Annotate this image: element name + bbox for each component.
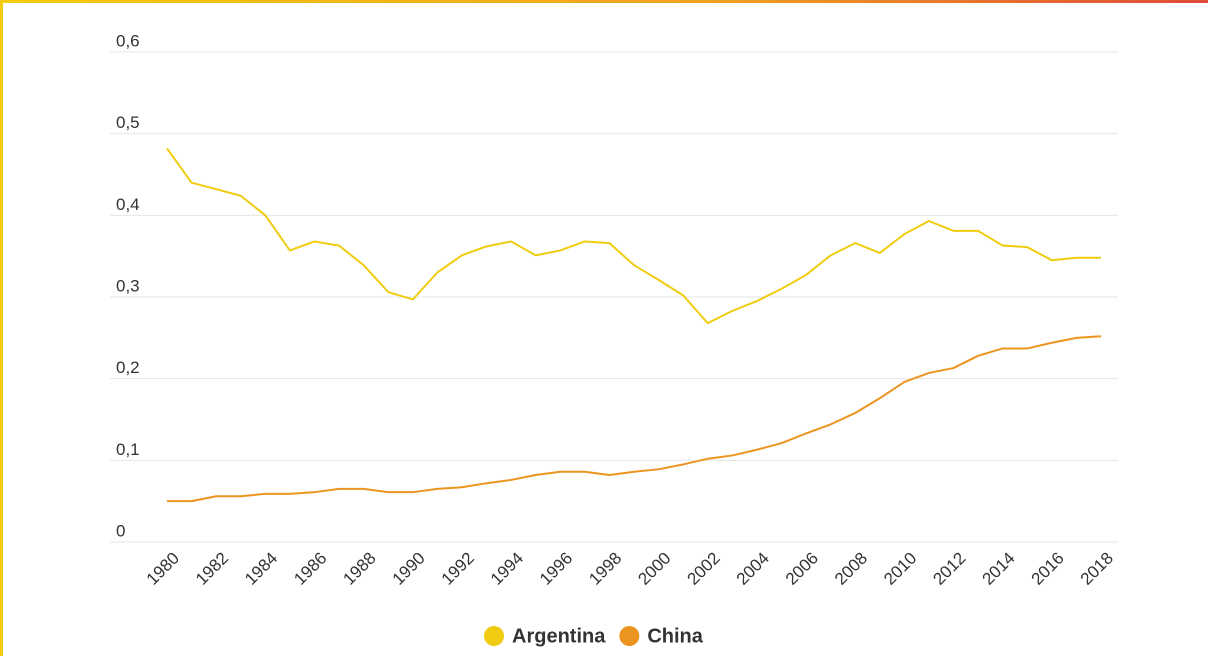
x-tick-label: 2010 bbox=[880, 549, 920, 589]
x-tick-label: 1990 bbox=[389, 549, 429, 589]
y-tick-label: 0,3 bbox=[116, 276, 140, 295]
legend-label: Argentina bbox=[512, 625, 606, 647]
x-tick-label: 2008 bbox=[831, 549, 871, 589]
x-tick-label: 2014 bbox=[979, 549, 1019, 589]
series-line bbox=[167, 335, 1102, 503]
y-tick-label: 0,6 bbox=[116, 31, 140, 50]
x-tick-label: 1986 bbox=[290, 549, 330, 589]
y-tick-label: 0,4 bbox=[116, 195, 140, 214]
x-tick-label: 1980 bbox=[143, 549, 183, 589]
x-tick-label: 2004 bbox=[733, 549, 773, 589]
legend-label: China bbox=[647, 625, 703, 647]
x-tick-label: 1982 bbox=[192, 549, 232, 589]
x-tick-label: 2000 bbox=[634, 549, 674, 589]
x-tick-label: 1992 bbox=[438, 549, 478, 589]
top-accent bbox=[0, 0, 1208, 3]
legend-swatch bbox=[619, 626, 640, 646]
y-tick-label: 0,2 bbox=[116, 358, 140, 377]
x-tick-label: 1998 bbox=[585, 549, 625, 589]
x-tick-label: 1996 bbox=[536, 549, 576, 589]
x-tick-label: 2006 bbox=[782, 549, 822, 589]
x-tick-label: 2002 bbox=[684, 549, 724, 589]
x-tick-label: 2016 bbox=[1028, 549, 1068, 589]
y-tick-label: 0 bbox=[116, 521, 125, 540]
x-tick-label: 1988 bbox=[339, 549, 379, 589]
x-tick-label: 2012 bbox=[929, 549, 969, 589]
y-tick-label: 0,1 bbox=[116, 440, 140, 459]
x-tick-label: 2018 bbox=[1077, 549, 1117, 589]
legend-swatch bbox=[484, 626, 504, 646]
x-tick-label: 1984 bbox=[241, 549, 281, 589]
y-tick-label: 0,5 bbox=[116, 113, 140, 132]
x-tick-label: 1994 bbox=[487, 549, 527, 589]
series-line bbox=[166, 147, 1101, 325]
